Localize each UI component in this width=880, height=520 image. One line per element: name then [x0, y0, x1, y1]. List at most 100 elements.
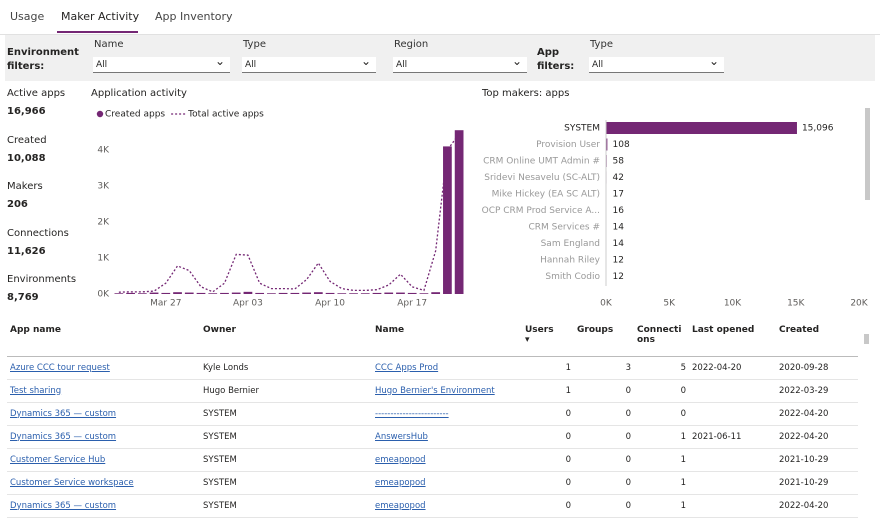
bar — [454, 130, 464, 294]
bar — [161, 292, 171, 294]
link-cell[interactable]: ------------------------ — [372, 402, 522, 426]
category-label: CRM Online UMT Admin # — [483, 157, 600, 167]
kpi-label: Connections — [7, 227, 69, 239]
x-tick-label: 0K — [600, 299, 613, 309]
chevron: ⌄ — [708, 54, 719, 68]
cell: 2021-06-11 — [689, 425, 776, 449]
link-cell[interactable]: AnswersHub — [372, 425, 522, 449]
kpi-label: Active apps — [7, 88, 66, 99]
table-row: Dynamics 365 — custom SYSTEM AnswersHub 0 0 1… — [7, 425, 858, 449]
cell: 0 — [522, 471, 574, 495]
bar — [149, 292, 159, 294]
cell: 1 — [634, 494, 689, 518]
link-cell[interactable]: Azure CCC tour request — [7, 356, 200, 380]
table-row: Dynamics 365 — custom SYSTEM emeapopod 0 0 1 2… — [7, 494, 858, 518]
column-header[interactable]: Owner — [200, 320, 372, 357]
kpi-value: 16,966 — [7, 106, 46, 117]
bar — [278, 292, 288, 294]
link-cell[interactable]: Test sharing — [7, 379, 200, 403]
charts: 0K 1K 2K 3K 4K Mar 27 Apr 03 Apr 10 Apr 17 Create… — [96, 108, 870, 309]
tab-underline — [57, 31, 138, 33]
sort-icon: ▾ — [525, 335, 530, 345]
category-label: Smith Codio — [545, 272, 600, 282]
kpi-value: 8,769 — [7, 292, 39, 303]
column-header[interactable]: Groups — [574, 320, 634, 357]
value-label: 58 — [613, 157, 625, 167]
cell: SYSTEM — [200, 402, 372, 426]
bar — [396, 292, 405, 294]
bar — [196, 292, 206, 294]
value-label: 42 — [613, 173, 624, 183]
link-cell[interactable]: Dynamics 365 — custom — [7, 425, 200, 449]
bar — [114, 293, 124, 294]
value-label: 14 — [613, 239, 625, 249]
cell: 2022-04-20 — [689, 356, 776, 380]
link-cell[interactable]: emeapopod — [372, 494, 522, 518]
cell: 2021-10-29 — [776, 471, 858, 495]
dropdown[interactable]: All ⌄ — [393, 54, 527, 73]
cell: 1 — [634, 425, 689, 449]
category-label: Mike Hickey (EA SC ALT) — [492, 190, 600, 200]
cell: SYSTEM — [200, 494, 372, 518]
cell: 2022-04-20 — [776, 494, 858, 518]
filter-bar: Environment filters: App filters: Name Al… — [5, 35, 875, 81]
category-label: SYSTEM — [564, 124, 600, 134]
cell: 2022-04-20 — [776, 402, 858, 426]
link-cell[interactable]: Hugo Bernier's Environment — [372, 379, 522, 403]
x-tick-label: 20K — [850, 299, 868, 309]
app-filter-label: App filters: — [537, 47, 575, 72]
bar — [290, 292, 300, 294]
x-tick-label: Apr 17 — [397, 299, 427, 309]
chevron: ⌄ — [214, 54, 225, 68]
table-row: Customer Service Hub SYSTEM emeapopod 0 0 1 20… — [7, 448, 858, 472]
table-row: Dynamics 365 — custom SYSTEM -------------… — [7, 402, 858, 426]
cell: 0 — [574, 471, 634, 495]
link-cell[interactable]: Dynamics 365 — custom — [7, 402, 200, 426]
scrollbar — [865, 108, 870, 200]
dropdown[interactable]: All ⌄ — [93, 54, 230, 73]
table-row: Test sharing Hugo Bernier Hugo Bernier's E… — [7, 379, 858, 403]
link-cell[interactable]: CCC Apps Prod — [372, 356, 522, 380]
link-cell[interactable]: Customer Service workspace — [7, 471, 200, 495]
category-label: Sridevi Nesavelu (SC-ALT) — [484, 173, 600, 183]
column-header[interactable]: Last opened — [689, 320, 776, 357]
link-cell[interactable]: Dynamics 365 — custom — [7, 494, 200, 518]
column-header[interactable]: Created — [776, 320, 858, 357]
cell: 0 — [522, 402, 574, 426]
cell: 2022-04-20 — [776, 425, 858, 449]
cell — [689, 494, 776, 518]
column-header[interactable]: Name — [372, 320, 522, 357]
tab[interactable]: Maker Activity — [61, 10, 140, 23]
bar — [384, 292, 394, 294]
tab[interactable]: Usage — [10, 10, 45, 23]
value-label: 14 — [613, 223, 625, 233]
cell — [689, 471, 776, 495]
cell: 0 — [634, 379, 689, 403]
link-cell[interactable]: Customer Service Hub — [7, 448, 200, 472]
bar — [208, 293, 218, 294]
kpi-label: Environments — [7, 274, 77, 285]
cell: 1 — [522, 379, 574, 403]
x-tick-label: Mar 27 — [150, 299, 181, 309]
line — [118, 133, 460, 293]
cell: 1 — [522, 356, 574, 380]
link-cell[interactable]: emeapopod — [372, 471, 522, 495]
y-tick-label: 3K — [97, 182, 110, 192]
cell: 2021-10-29 — [776, 448, 858, 472]
link-cell[interactable]: emeapopod — [372, 448, 522, 472]
category-label: Provision User — [536, 140, 600, 150]
dropdown[interactable]: All ⌄ — [242, 54, 376, 73]
column-header[interactable]: App name — [7, 320, 200, 357]
cell: 0 — [574, 402, 634, 426]
bar — [302, 292, 311, 294]
column-header[interactable]: Connections — [634, 320, 689, 357]
table-row: Customer Service workspace SYSTEM emeapopo… — [7, 471, 858, 495]
tab[interactable]: App Inventory — [155, 10, 233, 23]
dropdown[interactable]: All ⌄ — [589, 54, 724, 73]
column-header[interactable]: Users ▾ — [522, 320, 574, 357]
cell: 0 — [574, 379, 634, 403]
filter-label: Region — [394, 39, 429, 50]
cell: Kyle Londs — [200, 356, 372, 380]
cell: 0 — [634, 402, 689, 426]
